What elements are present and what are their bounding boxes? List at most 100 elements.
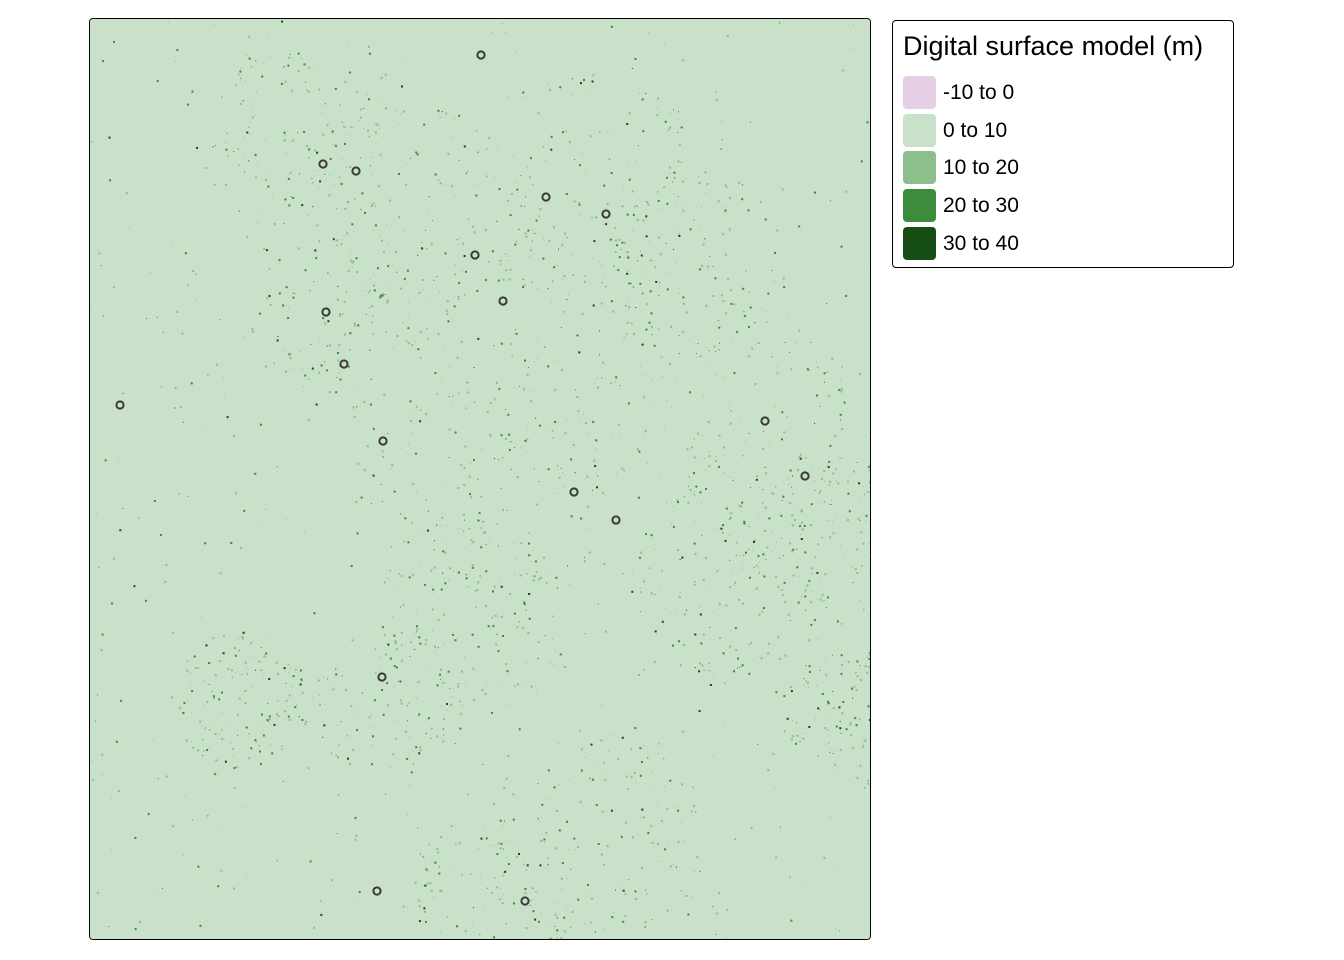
speckle <box>478 511 481 514</box>
speckle <box>664 786 666 788</box>
speckle <box>451 695 453 697</box>
speckle <box>723 446 726 449</box>
speckle <box>863 493 865 495</box>
speckle <box>758 562 760 564</box>
speckle <box>413 763 414 765</box>
speckle <box>90 306 92 308</box>
speckle <box>380 294 382 297</box>
speckle <box>535 341 537 343</box>
speckle <box>712 295 715 297</box>
speckle <box>439 673 441 676</box>
speckle <box>324 361 326 363</box>
speckle <box>832 691 834 692</box>
speckle <box>796 734 799 737</box>
speckle <box>391 546 393 548</box>
speckle <box>634 206 636 208</box>
speckle <box>547 365 550 368</box>
speckle <box>454 431 457 434</box>
speckle <box>112 557 115 560</box>
speckle <box>733 303 736 306</box>
speckle <box>741 664 744 667</box>
speckle <box>677 841 680 844</box>
speckle <box>682 302 685 305</box>
speckle <box>826 371 828 373</box>
speckle <box>213 24 215 26</box>
speckle <box>331 752 333 754</box>
speckle <box>190 741 192 743</box>
speckle <box>724 253 727 256</box>
speckle <box>750 121 751 123</box>
speckle <box>433 862 435 864</box>
speckle <box>538 641 540 643</box>
speckle <box>836 749 838 751</box>
speckle <box>246 673 248 675</box>
speckle <box>381 98 383 100</box>
speckle <box>728 228 731 231</box>
speckle <box>287 64 290 67</box>
speckle <box>531 281 533 283</box>
speckle <box>419 420 422 423</box>
speckle <box>411 344 414 346</box>
speckle <box>393 634 396 637</box>
speckle <box>740 505 743 508</box>
speckle <box>789 620 791 622</box>
speckle <box>308 148 311 151</box>
speckle <box>800 538 803 540</box>
speckle <box>800 510 803 513</box>
speckle <box>610 436 612 438</box>
sample-point-marker <box>378 436 388 446</box>
speckle <box>532 549 534 551</box>
speckle <box>375 205 377 207</box>
speckle <box>480 527 482 529</box>
speckle <box>307 90 310 93</box>
speckle <box>714 277 717 280</box>
speckle <box>115 740 118 743</box>
speckle <box>698 457 700 459</box>
speckle <box>297 70 300 73</box>
speckle <box>418 752 421 755</box>
speckle <box>285 152 286 154</box>
speckle <box>540 912 542 914</box>
speckle <box>436 735 439 738</box>
speckle <box>264 139 266 141</box>
speckle <box>423 910 426 913</box>
speckle <box>486 887 488 889</box>
speckle <box>444 551 447 554</box>
speckle <box>523 601 526 604</box>
speckle <box>469 493 472 496</box>
speckle <box>718 603 721 606</box>
speckle <box>283 139 286 142</box>
speckle <box>479 876 481 878</box>
speckle <box>705 304 708 307</box>
speckle <box>431 630 433 632</box>
speckle <box>526 235 528 237</box>
speckle <box>311 178 313 179</box>
speckle <box>729 586 732 589</box>
speckle <box>263 676 265 678</box>
legend-swatch <box>903 189 936 222</box>
speckle <box>603 184 606 187</box>
speckle <box>359 654 361 656</box>
speckle <box>708 670 710 672</box>
speckle <box>634 727 637 730</box>
speckle <box>217 773 219 775</box>
speckle <box>555 576 558 579</box>
speckle <box>726 937 728 939</box>
speckle <box>568 583 570 585</box>
speckle <box>744 441 746 443</box>
speckle <box>827 466 830 469</box>
speckle <box>658 743 660 745</box>
speckle <box>636 219 639 222</box>
speckle <box>797 601 800 604</box>
speckle <box>370 503 372 504</box>
speckle <box>468 382 470 384</box>
speckle <box>610 382 612 384</box>
speckle <box>828 742 830 744</box>
speckle <box>262 734 265 737</box>
speckle <box>160 386 162 388</box>
speckle <box>219 703 221 705</box>
sample-point-marker <box>318 159 328 169</box>
speckle <box>349 71 352 74</box>
speckle <box>732 480 734 481</box>
speckle <box>489 538 491 540</box>
